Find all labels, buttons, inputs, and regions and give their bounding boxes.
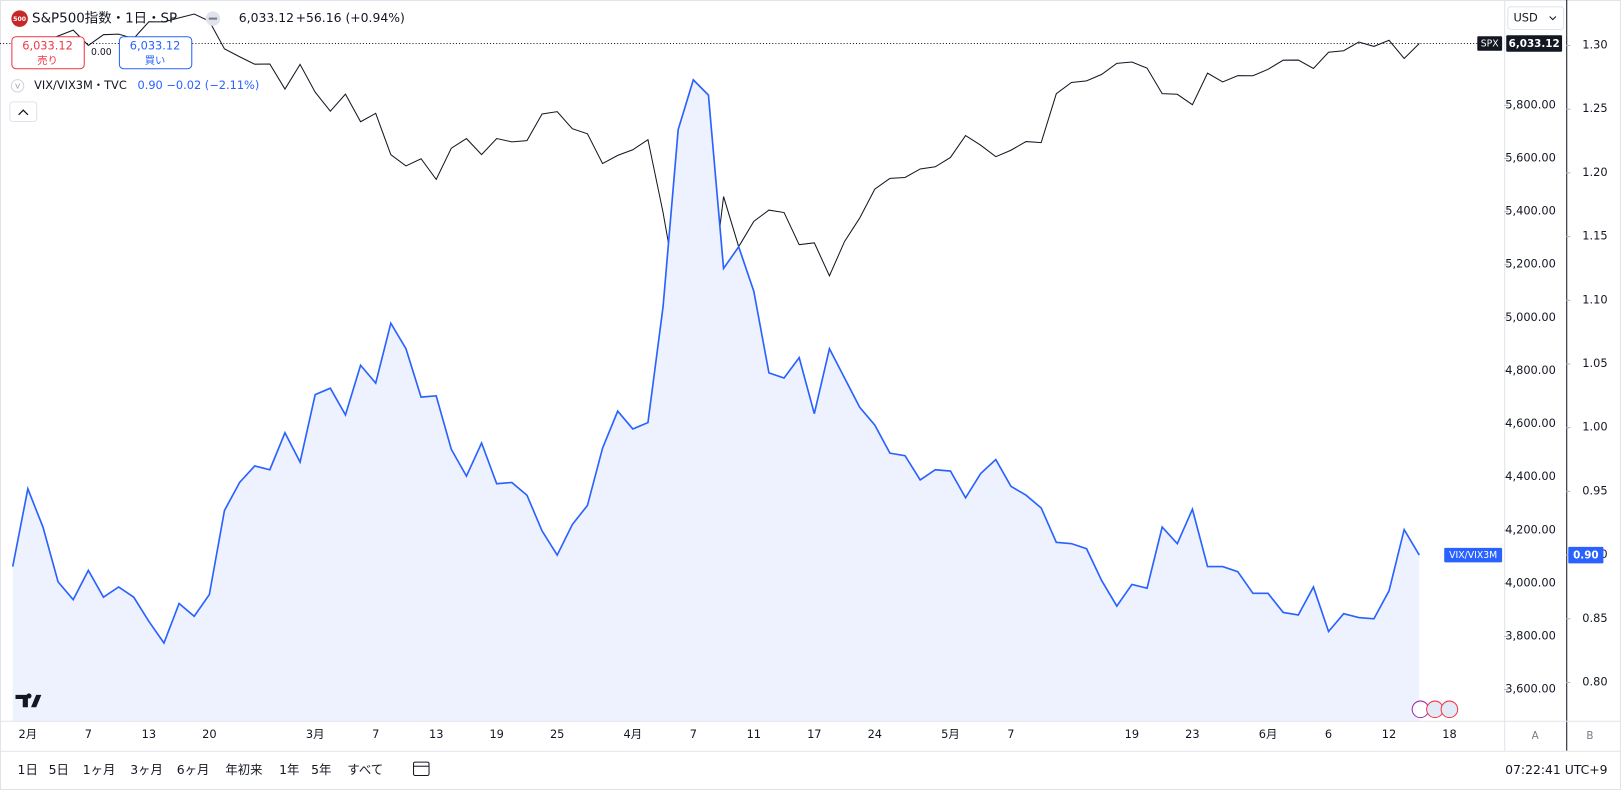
- y-tick-label: 3,600.00: [1505, 682, 1556, 696]
- tradingview-logo-dot: [26, 693, 32, 699]
- axes: 3,600.00 3,800.00 4,000.00 4,200.00 4,400.00…: [0, 35, 1608, 742]
- symbol-tag: [1477, 36, 1503, 51]
- range-button[interactable]: 1年: [279, 762, 299, 777]
- price-tag-label: 6,033.12: [1509, 38, 1560, 50]
- currency-button[interactable]: [1507, 6, 1565, 30]
- x-tick-label: 18: [1442, 727, 1456, 741]
- y2-tick-label: 1.30: [1582, 37, 1607, 51]
- currency: USD: [1513, 11, 1538, 25]
- symbol-tag-label: VIX/VIX3M: [1449, 550, 1497, 561]
- y2-tick-label: 1.25: [1582, 101, 1607, 115]
- y-tick-label: 5,600.00: [1505, 151, 1556, 165]
- series-area: [12, 79, 1420, 721]
- y2-tick-label: 0.95: [1582, 483, 1607, 497]
- event-icon[interactable]: [1440, 700, 1459, 719]
- x-tick-label: 19: [1125, 727, 1139, 741]
- currency-caret: [1549, 16, 1557, 21]
- symbol-tag: [1444, 547, 1503, 563]
- symbol-logo: [11, 10, 28, 27]
- plot-area: [11, 13, 1421, 721]
- x-tick-label: 12: [1382, 727, 1396, 741]
- range-button[interactable]: すべて: [347, 762, 383, 777]
- collapse-icon: [208, 17, 218, 20]
- price-tag-label: 0.90: [1573, 550, 1598, 562]
- x-tick-label: 13: [429, 727, 443, 741]
- date-range-icon[interactable]: [413, 761, 430, 777]
- range-button[interactable]: 年初来: [225, 762, 262, 777]
- axis-button[interactable]: A: [1532, 730, 1539, 742]
- x-tick-label: 7: [690, 727, 697, 741]
- y-tick-label: 5,800.00: [1505, 97, 1556, 111]
- series-line: [11, 78, 1421, 645]
- compare-title[interactable]: VIX/VIX3M・TVC: [34, 78, 127, 92]
- y2-tick-label: 1.05: [1582, 356, 1607, 370]
- x-tick-label: 2月: [19, 727, 38, 741]
- compare-icon-text: V: [15, 81, 20, 90]
- y-tick-label: 5,000.00: [1505, 310, 1556, 324]
- compare-values: 0.90 −0.02 (−2.11%): [137, 78, 259, 92]
- x-tick-label: 6月: [1259, 727, 1278, 741]
- y2-tick-label: 1.10: [1582, 292, 1607, 306]
- x-tick-label: 13: [142, 727, 156, 741]
- legend-change: +56.16 (+0.94%): [296, 10, 405, 25]
- y-tick-label: 5,200.00: [1505, 257, 1556, 271]
- price-tag: [1568, 546, 1604, 564]
- legend-toggle-icon: [18, 109, 29, 116]
- x-tick-label: 4月: [624, 727, 643, 741]
- range-button[interactable]: 1ヶ月: [83, 762, 116, 777]
- y-tick-label: 4,600.00: [1505, 416, 1556, 430]
- sell-price: 6,033.12: [22, 39, 73, 53]
- compare-icon: [10, 79, 25, 93]
- y-tick-label: 4,800.00: [1505, 363, 1556, 377]
- y-tick-label: 4,400.00: [1505, 469, 1556, 483]
- range-button[interactable]: 5日: [49, 762, 69, 777]
- y-tick-label: 5,400.00: [1505, 204, 1556, 218]
- clock[interactable]: 07:22:41 UTC+9: [1505, 762, 1608, 777]
- range-button[interactable]: 6ヶ月: [177, 762, 210, 777]
- y2-tick-label: 1.20: [1582, 165, 1607, 179]
- range-button[interactable]: 3ヶ月: [130, 762, 163, 777]
- x-tick-label: 23: [1185, 727, 1199, 741]
- y2-tick-label: 0.85: [1582, 611, 1607, 625]
- buy-button[interactable]: [118, 36, 193, 70]
- legend-title[interactable]: S&P500指数・1日・SP: [32, 11, 177, 27]
- sell-label: 売り: [37, 54, 58, 67]
- y-tick-label: 4,200.00: [1505, 522, 1556, 536]
- price-tag: [1506, 35, 1563, 52]
- x-tick-label: 17: [807, 727, 821, 741]
- x-tick-label: 20: [202, 727, 216, 741]
- x-tick-label: 7: [372, 727, 379, 741]
- y2-tick-label: 0.80: [1582, 674, 1607, 688]
- x-tick-label: 19: [489, 727, 503, 741]
- symbol-tag-label: SPX: [1481, 39, 1500, 50]
- spread: 0.00: [91, 47, 112, 58]
- toolbar: 1日 5日 1ヶ月 3ヶ月 6ヶ月 年初来 1年 5年 すべて: [18, 762, 384, 777]
- y-tick-label: 4,000.00: [1505, 575, 1556, 589]
- x-tick-label: 6: [1325, 727, 1332, 741]
- symbol-logo-text: 500: [13, 16, 27, 23]
- legend-last: 6,033.12: [239, 10, 294, 25]
- axis-button[interactable]: B: [1586, 730, 1593, 742]
- x-tick-label: 7: [1007, 727, 1014, 741]
- range-button[interactable]: 5年: [311, 762, 331, 777]
- buy-label: 買い: [145, 55, 166, 67]
- x-tick-label: 25: [550, 727, 564, 741]
- range-button[interactable]: 1日: [18, 762, 38, 777]
- x-tick-label: 5月: [941, 727, 960, 741]
- x-tick-label: 7: [85, 727, 92, 741]
- y-tick-label: 3,800.00: [1505, 629, 1556, 643]
- legend-toggle[interactable]: [9, 101, 38, 123]
- x-tick-label: 24: [868, 727, 882, 741]
- x-tick-label: 11: [747, 727, 761, 741]
- y2-tick-label: 1.15: [1582, 229, 1607, 243]
- tradingview-logo[interactable]: [15, 694, 42, 708]
- x-tick-label: 3月: [306, 727, 325, 741]
- y2-tick-label: 1.00: [1582, 420, 1607, 434]
- sell-button[interactable]: [11, 36, 85, 70]
- buy-price: 6,033.12: [130, 39, 181, 53]
